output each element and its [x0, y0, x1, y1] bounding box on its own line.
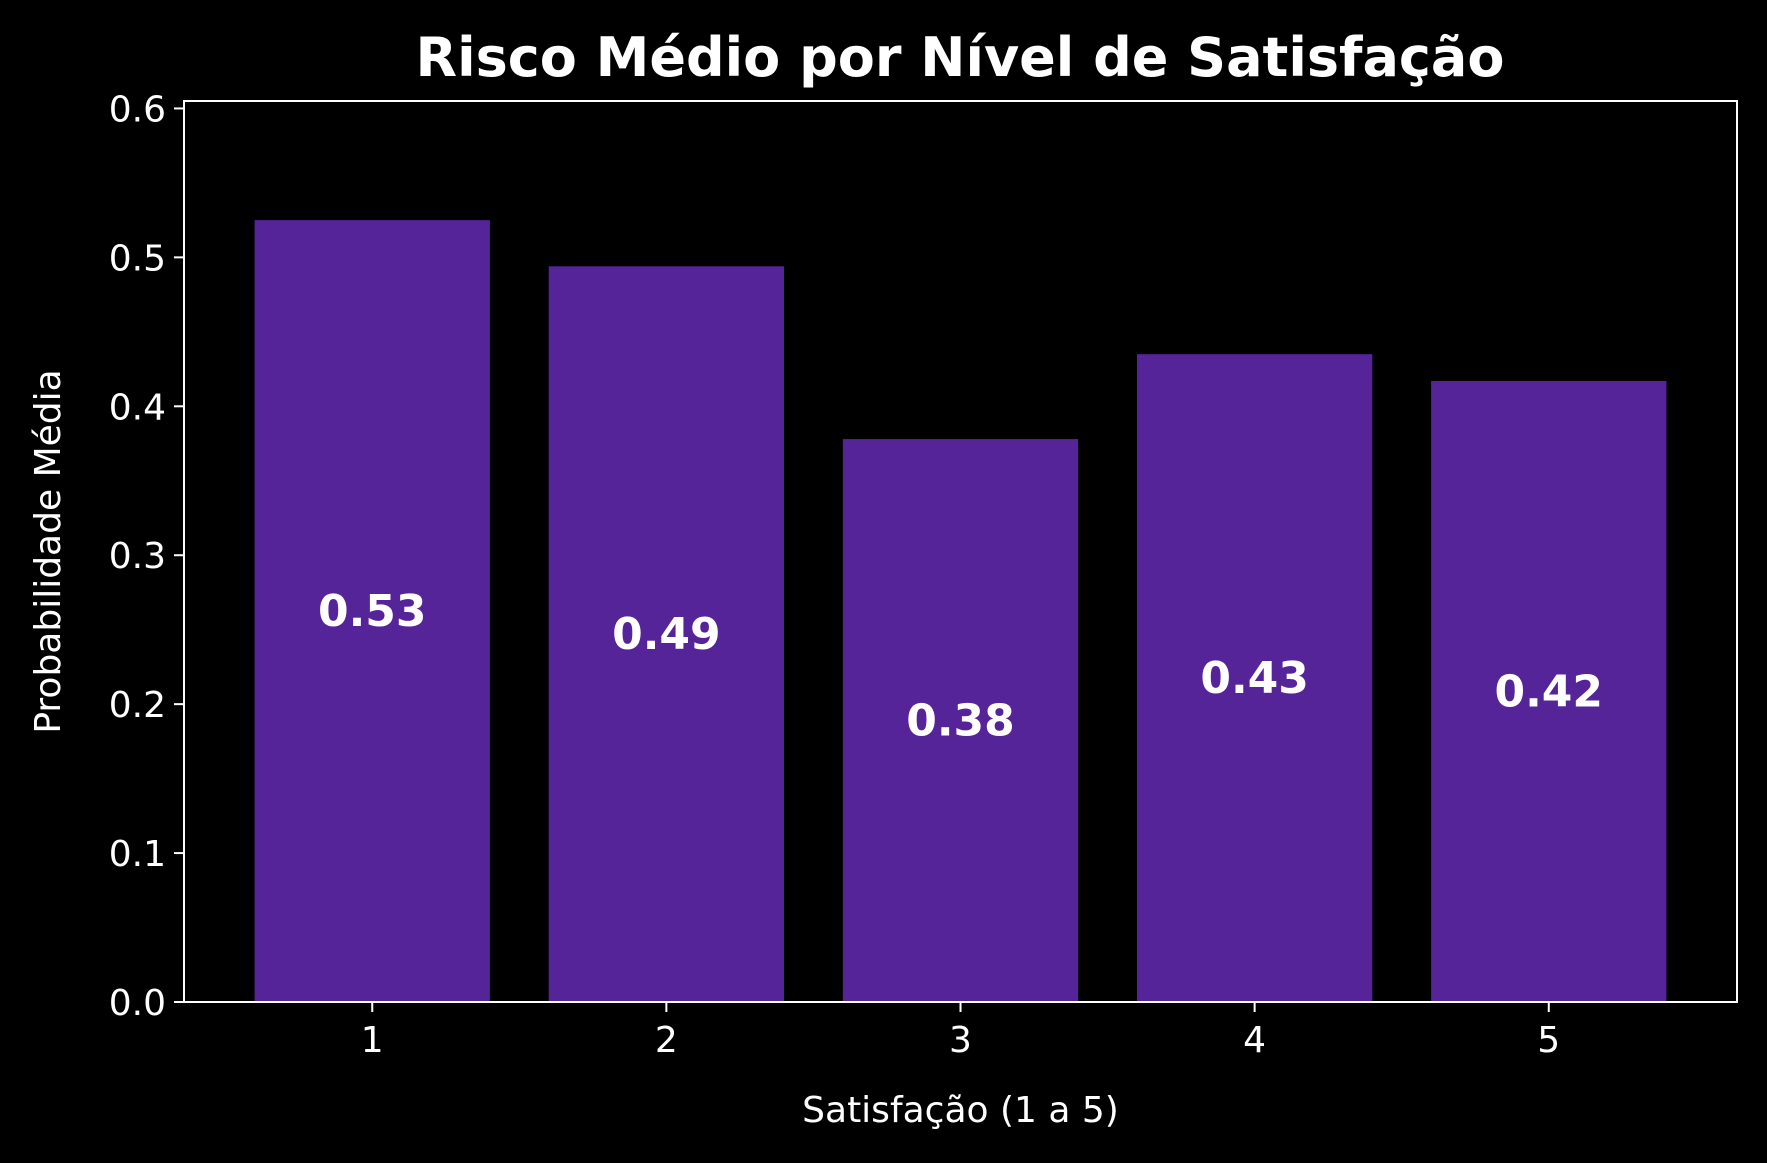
y-tick-label-0.3: 0.3: [109, 536, 166, 577]
bar-5: [1431, 380, 1667, 1002]
y-tick-label-0.6: 0.6: [109, 89, 166, 130]
bar-4: [1136, 354, 1373, 1002]
y-tick-label-0.4: 0.4: [109, 387, 166, 428]
data-label-5: 0.42: [1494, 666, 1603, 717]
bar-1: [254, 220, 490, 1002]
x-tick-label-4: 4: [1243, 1020, 1266, 1061]
data-label-3: 0.38: [906, 696, 1015, 747]
data-label-1: 0.53: [318, 586, 427, 637]
y-axis-label: Probabilidade Média: [28, 369, 69, 733]
x-tick-label-2: 2: [655, 1020, 678, 1061]
data-label-4: 0.43: [1200, 653, 1309, 704]
x-tick-label-1: 1: [361, 1020, 384, 1061]
y-tick-label-0.1: 0.1: [109, 834, 166, 875]
data-label-2: 0.49: [612, 609, 721, 660]
x-tick-label-3: 3: [949, 1020, 972, 1061]
y-tick-label-0.5: 0.5: [109, 238, 166, 279]
x-axis-label: Satisfação (1 a 5): [802, 1090, 1119, 1131]
y-tick-label-0.0: 0.0: [109, 983, 166, 1024]
bars-group: [254, 220, 1667, 1002]
data-labels-group: 0.53 0.49 0.38 0.43 0.42: [318, 586, 1603, 746]
chart-title: Risco Médio por Nível de Satisfação: [416, 26, 1505, 89]
bar-3: [842, 439, 1079, 1002]
x-tick-label-5: 5: [1537, 1020, 1560, 1061]
y-tick-label-0.2: 0.2: [109, 685, 166, 726]
y-axis: 0.0 0.1 0.2 0.3 0.4 0.5 0.6: [109, 89, 184, 1024]
bar-2: [548, 266, 785, 1002]
x-axis: 1 2 3 4 5: [361, 1002, 1560, 1061]
